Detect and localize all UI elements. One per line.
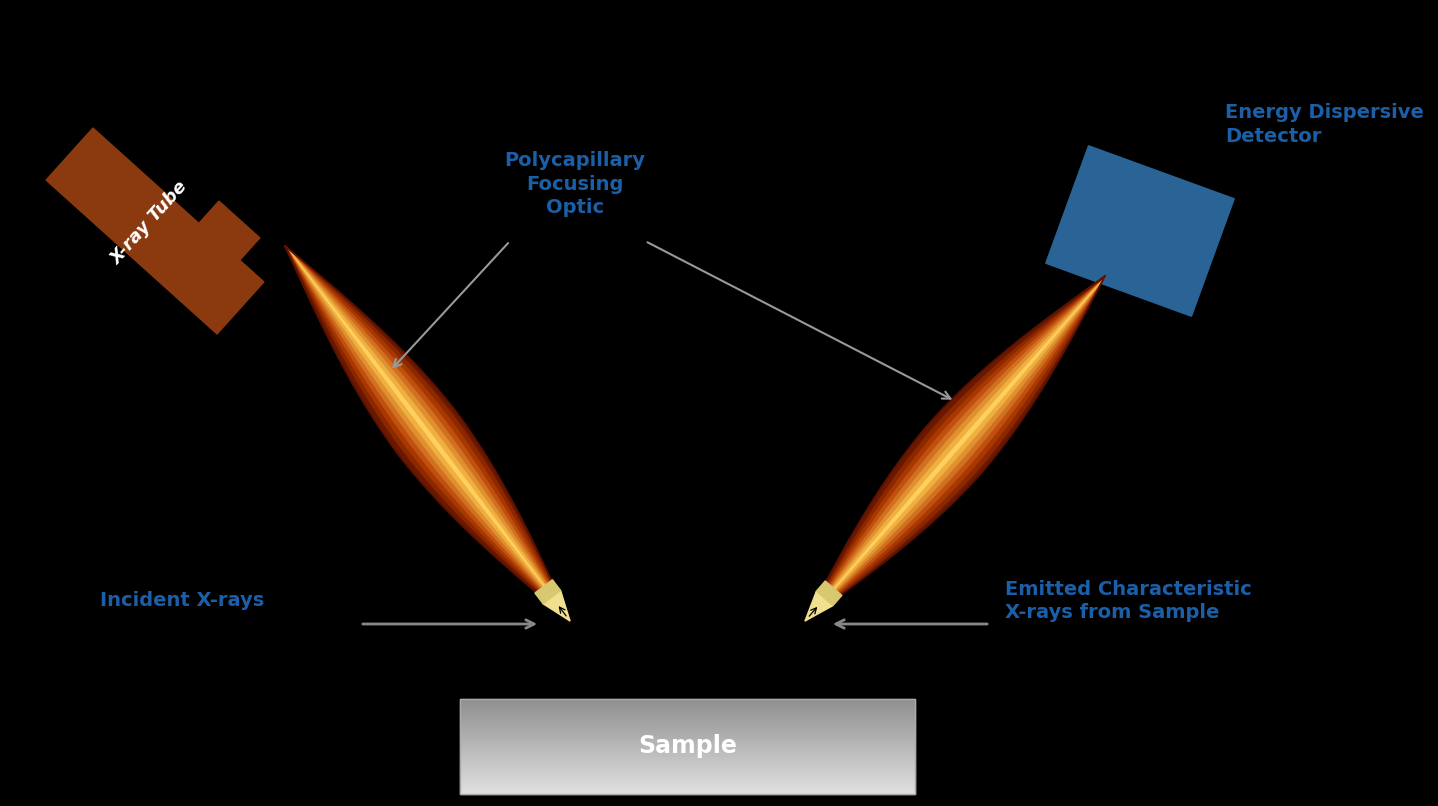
Bar <box>460 730 915 732</box>
Bar <box>460 756 915 758</box>
Polygon shape <box>805 276 1104 621</box>
Polygon shape <box>805 276 1104 621</box>
Polygon shape <box>285 246 569 621</box>
Text: Sample: Sample <box>638 734 736 758</box>
Polygon shape <box>805 276 1104 621</box>
Polygon shape <box>285 246 569 621</box>
Polygon shape <box>805 276 1104 621</box>
Polygon shape <box>46 128 265 334</box>
Bar <box>460 758 915 761</box>
Polygon shape <box>805 276 1104 621</box>
Polygon shape <box>285 246 569 621</box>
Polygon shape <box>285 246 569 621</box>
Bar <box>460 751 915 754</box>
Polygon shape <box>285 246 569 621</box>
Bar <box>460 699 915 794</box>
Bar <box>460 744 915 746</box>
Bar <box>460 701 915 704</box>
Bar <box>460 723 915 725</box>
Polygon shape <box>285 246 569 621</box>
Polygon shape <box>285 246 569 621</box>
Text: Energy Dispersive
Detector: Energy Dispersive Detector <box>1225 103 1424 146</box>
Text: Polycapillary
Focusing
Optic: Polycapillary Focusing Optic <box>505 151 646 217</box>
Bar <box>460 754 915 756</box>
Bar <box>460 777 915 779</box>
Polygon shape <box>285 246 569 621</box>
Bar <box>460 718 915 721</box>
Bar <box>460 732 915 734</box>
Bar <box>460 704 915 706</box>
Polygon shape <box>805 276 1104 621</box>
Bar <box>460 713 915 716</box>
Bar <box>460 737 915 739</box>
Polygon shape <box>285 246 569 621</box>
Polygon shape <box>805 276 1104 621</box>
Text: Emitted Characteristic
X-rays from Sample: Emitted Characteristic X-rays from Sampl… <box>1005 580 1251 622</box>
Bar <box>460 746 915 749</box>
Bar <box>460 708 915 711</box>
Polygon shape <box>544 591 569 621</box>
Bar <box>460 766 915 768</box>
Bar <box>460 768 915 771</box>
Bar <box>460 787 915 789</box>
Bar <box>460 742 915 744</box>
Polygon shape <box>805 276 1104 621</box>
Bar <box>460 789 915 791</box>
Bar <box>460 784 915 787</box>
Polygon shape <box>805 276 1104 621</box>
Text: Incident X-rays: Incident X-rays <box>101 592 265 610</box>
Polygon shape <box>805 276 1104 621</box>
Bar <box>460 761 915 763</box>
Polygon shape <box>285 246 569 621</box>
Polygon shape <box>805 591 833 621</box>
Bar <box>460 739 915 742</box>
Polygon shape <box>805 276 1104 621</box>
Bar <box>460 699 915 701</box>
Bar <box>460 716 915 718</box>
Bar <box>460 725 915 728</box>
Polygon shape <box>285 246 569 621</box>
Bar <box>460 791 915 794</box>
Polygon shape <box>535 580 561 604</box>
Bar <box>460 706 915 708</box>
Polygon shape <box>805 276 1104 621</box>
Bar <box>460 779 915 782</box>
Bar <box>460 734 915 737</box>
Polygon shape <box>1045 146 1234 316</box>
Bar <box>460 771 915 773</box>
Polygon shape <box>805 276 1104 621</box>
Polygon shape <box>285 246 569 621</box>
Polygon shape <box>817 581 841 605</box>
Bar <box>460 749 915 751</box>
Polygon shape <box>285 246 569 621</box>
Polygon shape <box>158 201 260 305</box>
Bar <box>460 775 915 777</box>
Polygon shape <box>285 246 569 621</box>
Polygon shape <box>285 246 569 621</box>
Bar <box>460 773 915 775</box>
Polygon shape <box>805 276 1104 621</box>
Text: X-ray Tube: X-ray Tube <box>108 178 193 268</box>
Bar <box>460 711 915 713</box>
Bar <box>460 728 915 730</box>
Bar <box>460 721 915 723</box>
Bar <box>460 782 915 784</box>
Polygon shape <box>805 276 1104 621</box>
Bar <box>460 763 915 766</box>
